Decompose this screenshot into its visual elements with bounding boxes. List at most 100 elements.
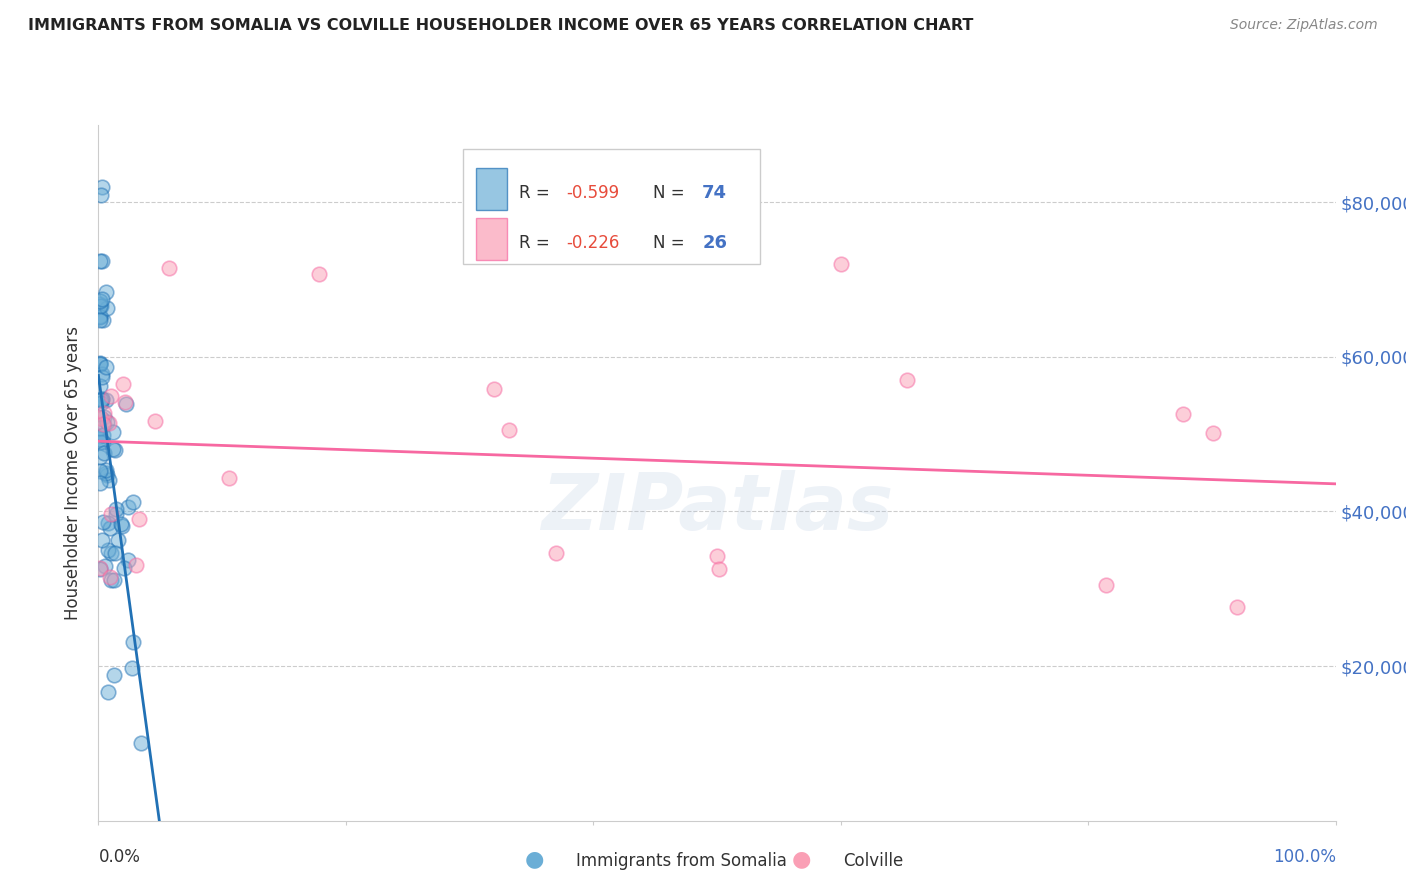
Point bbox=[104, 502, 127, 516]
Point bbox=[89, 561, 111, 575]
Point bbox=[90, 369, 112, 384]
Point bbox=[94, 285, 117, 299]
Point bbox=[1173, 408, 1195, 422]
Point bbox=[91, 417, 114, 432]
Point bbox=[107, 533, 129, 548]
Text: ZIPatlas: ZIPatlas bbox=[541, 469, 893, 546]
Point bbox=[91, 427, 114, 442]
Point bbox=[90, 392, 112, 406]
Text: 74: 74 bbox=[702, 184, 727, 202]
Text: R =: R = bbox=[519, 184, 555, 202]
Point bbox=[89, 464, 111, 478]
Point bbox=[94, 559, 117, 574]
FancyBboxPatch shape bbox=[475, 168, 506, 210]
Point bbox=[830, 257, 852, 271]
Point bbox=[114, 394, 136, 409]
Point bbox=[128, 512, 150, 526]
Point bbox=[115, 397, 138, 411]
Point bbox=[100, 545, 122, 559]
Point bbox=[121, 660, 143, 674]
Point bbox=[94, 466, 117, 480]
Point bbox=[97, 416, 120, 430]
Point bbox=[122, 635, 145, 649]
Point bbox=[101, 425, 124, 439]
Text: Source: ZipAtlas.com: Source: ZipAtlas.com bbox=[1230, 18, 1378, 32]
Point bbox=[89, 562, 111, 576]
Point bbox=[89, 421, 111, 435]
Point bbox=[896, 372, 918, 386]
Point bbox=[90, 299, 112, 313]
Point bbox=[91, 368, 114, 382]
Point bbox=[89, 378, 111, 392]
Point bbox=[89, 254, 111, 268]
Y-axis label: Householder Income Over 65 years: Householder Income Over 65 years bbox=[65, 326, 83, 620]
Point bbox=[103, 442, 125, 457]
Point bbox=[97, 685, 120, 699]
Point bbox=[131, 736, 153, 750]
Point bbox=[89, 432, 111, 446]
Point bbox=[100, 573, 122, 587]
Point bbox=[89, 410, 111, 425]
Point bbox=[706, 549, 728, 563]
Text: 100.0%: 100.0% bbox=[1272, 848, 1336, 866]
Point bbox=[110, 516, 132, 531]
Text: 26: 26 bbox=[702, 235, 727, 252]
Point bbox=[96, 301, 118, 315]
Point bbox=[100, 507, 122, 521]
Point bbox=[308, 267, 330, 281]
Point bbox=[91, 179, 114, 194]
Point bbox=[96, 463, 118, 477]
Point bbox=[96, 360, 118, 375]
Point bbox=[89, 357, 111, 371]
Point bbox=[96, 468, 118, 483]
Point bbox=[93, 418, 115, 433]
Point bbox=[105, 507, 128, 521]
Point bbox=[89, 296, 111, 310]
Point bbox=[91, 515, 114, 529]
Point bbox=[93, 409, 115, 424]
Point bbox=[1094, 577, 1116, 591]
Text: R =: R = bbox=[519, 235, 555, 252]
Point bbox=[707, 562, 730, 576]
Point bbox=[117, 553, 139, 567]
Point bbox=[89, 309, 111, 323]
Text: N =: N = bbox=[652, 184, 689, 202]
Point bbox=[98, 473, 121, 487]
FancyBboxPatch shape bbox=[475, 219, 506, 260]
Point bbox=[90, 187, 112, 202]
Point bbox=[93, 446, 115, 460]
Point bbox=[91, 435, 114, 450]
Point bbox=[482, 382, 505, 396]
Point bbox=[90, 411, 112, 425]
Point bbox=[91, 392, 114, 406]
Point bbox=[89, 310, 111, 324]
Point bbox=[1225, 600, 1247, 615]
Point bbox=[218, 471, 240, 485]
Point bbox=[117, 500, 139, 514]
Point bbox=[89, 435, 111, 450]
Point bbox=[90, 293, 112, 307]
Point bbox=[89, 428, 111, 442]
Point bbox=[103, 574, 125, 588]
Point bbox=[112, 376, 135, 391]
Point bbox=[91, 312, 114, 326]
Text: Immigrants from Somalia: Immigrants from Somalia bbox=[576, 852, 787, 870]
Point bbox=[89, 476, 111, 491]
Point bbox=[157, 261, 180, 276]
Text: -0.226: -0.226 bbox=[567, 235, 620, 252]
Point bbox=[97, 516, 120, 530]
Point bbox=[125, 558, 148, 573]
Point bbox=[90, 393, 112, 408]
Point bbox=[89, 450, 111, 464]
Point bbox=[93, 406, 115, 420]
Point bbox=[94, 392, 117, 407]
Point bbox=[104, 546, 127, 560]
Point bbox=[122, 495, 145, 509]
Point bbox=[98, 569, 121, 583]
Point bbox=[90, 254, 112, 268]
Point bbox=[89, 294, 111, 309]
Text: -0.599: -0.599 bbox=[567, 184, 619, 202]
FancyBboxPatch shape bbox=[464, 149, 761, 264]
Text: Colville: Colville bbox=[844, 852, 904, 870]
Point bbox=[96, 542, 118, 557]
